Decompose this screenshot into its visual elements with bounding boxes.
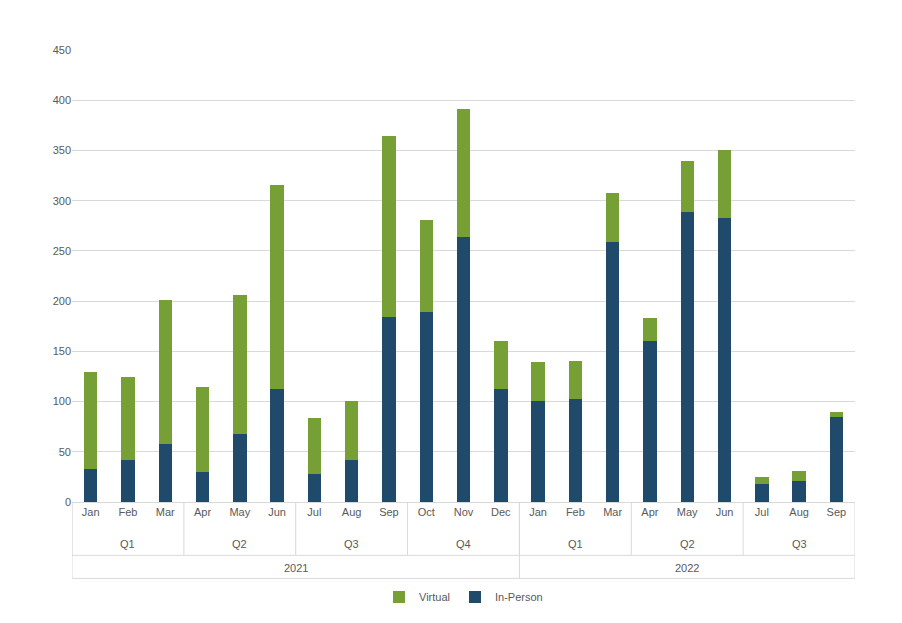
svg-text:Aug: Aug (789, 506, 809, 518)
svg-text:Jan: Jan (82, 506, 100, 518)
svg-text:200: 200 (53, 295, 71, 307)
svg-text:May: May (229, 506, 250, 518)
svg-text:150: 150 (53, 345, 71, 357)
svg-text:Q3: Q3 (792, 538, 807, 550)
svg-text:Q1: Q1 (120, 538, 135, 550)
svg-text:Mar: Mar (156, 506, 175, 518)
svg-text:Nov: Nov (454, 506, 474, 518)
svg-text:0: 0 (65, 496, 71, 508)
svg-text:Sep: Sep (827, 506, 847, 518)
svg-text:400: 400 (53, 94, 71, 106)
svg-text:450: 450 (53, 44, 71, 56)
svg-text:May: May (677, 506, 698, 518)
svg-text:Jul: Jul (755, 506, 769, 518)
svg-text:Jun: Jun (268, 506, 286, 518)
svg-text:2022: 2022 (675, 562, 699, 574)
svg-text:Q1: Q1 (568, 538, 583, 550)
svg-text:Q4: Q4 (456, 538, 471, 550)
svg-text:Aug: Aug (342, 506, 362, 518)
svg-text:Oct: Oct (418, 506, 435, 518)
svg-text:2021: 2021 (284, 562, 308, 574)
svg-text:350: 350 (53, 144, 71, 156)
svg-text:Jan: Jan (529, 506, 547, 518)
svg-text:50: 50 (59, 446, 71, 458)
svg-text:Apr: Apr (641, 506, 658, 518)
svg-text:Q3: Q3 (344, 538, 359, 550)
svg-text:Apr: Apr (194, 506, 211, 518)
svg-text:Q2: Q2 (232, 538, 247, 550)
svg-text:Q2: Q2 (680, 538, 695, 550)
svg-text:250: 250 (53, 245, 71, 257)
svg-text:In-Person: In-Person (495, 591, 543, 603)
svg-text:Dec: Dec (491, 506, 511, 518)
svg-text:Feb: Feb (118, 506, 137, 518)
svg-text:100: 100 (53, 395, 71, 407)
svg-text:300: 300 (53, 195, 71, 207)
svg-text:Feb: Feb (566, 506, 585, 518)
svg-text:Virtual: Virtual (419, 591, 450, 603)
svg-text:Jul: Jul (307, 506, 321, 518)
svg-text:Mar: Mar (603, 506, 622, 518)
svg-text:Jun: Jun (716, 506, 734, 518)
svg-text:Sep: Sep (379, 506, 399, 518)
